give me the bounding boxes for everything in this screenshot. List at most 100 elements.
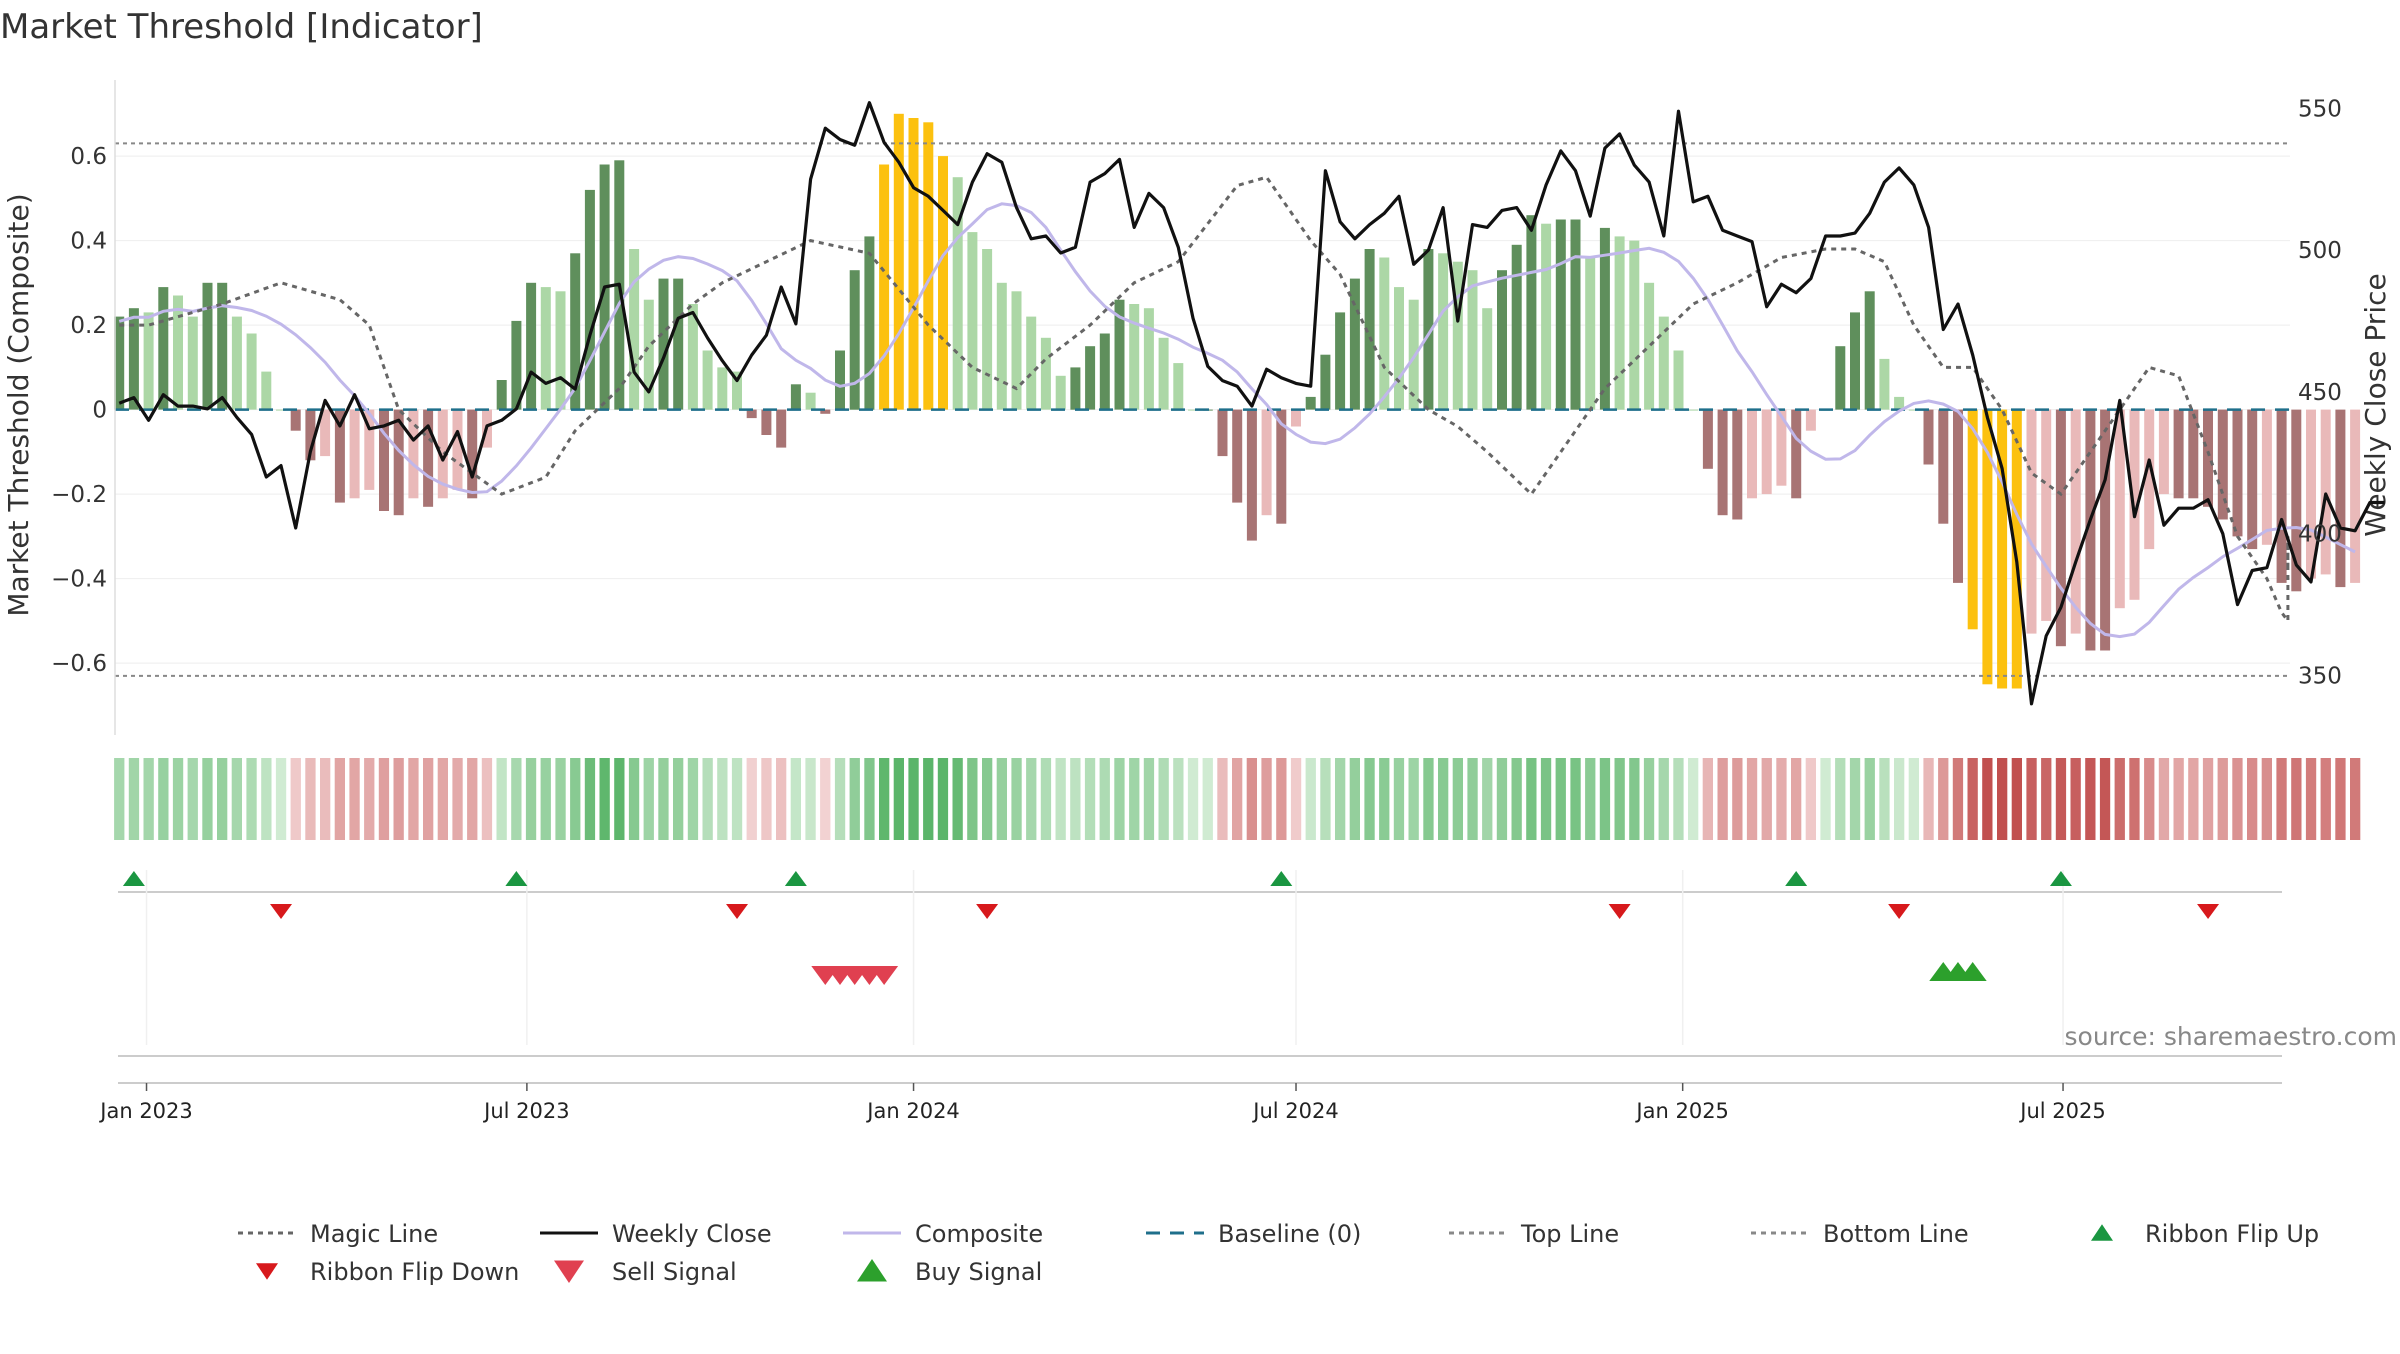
ribbon-cell bbox=[467, 758, 478, 840]
ribbon-cell bbox=[496, 758, 507, 840]
composite-bar bbox=[2070, 409, 2081, 634]
ribbon-cell bbox=[1276, 758, 1287, 840]
legend-swatch bbox=[857, 1259, 887, 1282]
legend-label: Composite bbox=[915, 1220, 1043, 1248]
ribbon-cell bbox=[261, 758, 272, 840]
composite-bar bbox=[555, 291, 566, 410]
composite-bar bbox=[982, 249, 993, 410]
ribbon-cell bbox=[408, 758, 419, 840]
composite-bar bbox=[820, 409, 831, 414]
ribbon-flip-down-marker bbox=[976, 904, 999, 919]
composite-bar bbox=[1467, 270, 1478, 410]
ribbon-flip-up-marker bbox=[505, 871, 528, 886]
legend-swatch bbox=[2091, 1224, 2113, 1241]
ribbon-strip bbox=[114, 758, 2361, 840]
ribbon-cell bbox=[525, 758, 537, 840]
ribbon-cell bbox=[599, 758, 610, 840]
composite-bar bbox=[114, 316, 125, 410]
ribbon-cell bbox=[731, 758, 743, 840]
composite-bar bbox=[2144, 409, 2155, 550]
ribbon-cell bbox=[1173, 758, 1184, 840]
composite-bar bbox=[673, 278, 684, 410]
ribbon-cell bbox=[2202, 758, 2214, 840]
composite-bar bbox=[1085, 346, 1096, 410]
weekly-close-line bbox=[118, 101, 2385, 706]
composite-bar bbox=[437, 409, 448, 499]
ribbon-cell bbox=[246, 758, 257, 840]
ribbon-cell bbox=[437, 758, 448, 840]
composite-bar bbox=[231, 316, 242, 410]
ribbon-cell bbox=[2144, 758, 2155, 840]
composite-bar bbox=[1967, 409, 1978, 630]
composite-bar bbox=[1158, 337, 1169, 410]
y2-tick-label: 500 bbox=[2298, 238, 2342, 264]
composite-bar bbox=[1555, 219, 1566, 410]
ribbon-cell bbox=[481, 758, 493, 840]
ribbon-cell bbox=[864, 758, 875, 840]
ribbon-cell bbox=[982, 758, 993, 840]
composite-bar bbox=[1644, 282, 1655, 410]
ribbon-cell bbox=[746, 758, 757, 840]
composite-bar bbox=[2026, 409, 2037, 634]
ribbon-cell bbox=[1423, 758, 1434, 840]
composite-bar bbox=[790, 384, 801, 410]
ribbon-cell bbox=[1482, 758, 1493, 840]
composite-bar bbox=[1232, 409, 1243, 503]
ribbon-cell bbox=[2335, 758, 2346, 840]
composite-bar bbox=[452, 409, 463, 490]
ribbon-cell bbox=[702, 758, 713, 840]
composite-bar bbox=[1129, 304, 1140, 410]
ribbon-cell bbox=[805, 758, 816, 840]
y-axis-label: Market Threshold (Composite) bbox=[2, 193, 35, 616]
ribbon-cell bbox=[1070, 758, 1081, 840]
composite-bar bbox=[805, 392, 816, 410]
ribbon-cell bbox=[2173, 758, 2184, 840]
composite-bar bbox=[334, 409, 345, 503]
composite-bar bbox=[967, 232, 978, 410]
composite-bar bbox=[1305, 396, 1316, 410]
composite-bar bbox=[1114, 299, 1125, 410]
ribbon-cell bbox=[1364, 758, 1375, 840]
y-tick-label: 0 bbox=[92, 398, 107, 424]
ribbon-cell bbox=[1349, 758, 1360, 840]
composite-bar bbox=[496, 380, 507, 410]
composite-bar bbox=[2350, 409, 2361, 583]
ribbon-flip-down-marker bbox=[1888, 904, 1911, 919]
ribbon-cell bbox=[1614, 758, 1625, 840]
composite-bar bbox=[511, 320, 522, 410]
ribbon-cell bbox=[1099, 758, 1110, 840]
ribbon-cell bbox=[717, 758, 728, 840]
ribbon-flip-up-marker bbox=[1270, 871, 1293, 886]
legend-label: Weekly Close bbox=[612, 1220, 772, 1248]
ribbon-cell bbox=[1290, 758, 1302, 840]
ribbon-cell bbox=[1452, 758, 1463, 840]
x-axis: Jan 2023 Jul 2023 Jan 2024 Jul 2024 Jan 2025… bbox=[98, 1082, 2282, 1123]
ribbon-cell bbox=[2247, 758, 2258, 840]
composite-bar bbox=[835, 350, 845, 410]
ribbon-cell bbox=[1526, 758, 1537, 840]
composite-bar bbox=[1717, 409, 1728, 516]
composite-bar bbox=[746, 409, 757, 419]
ribbon-cell bbox=[2350, 758, 2361, 840]
ribbon-cell bbox=[305, 758, 316, 840]
composite-bar bbox=[1791, 409, 1802, 499]
ribbon-cell bbox=[1570, 758, 1581, 840]
composite-bar bbox=[717, 367, 728, 410]
ribbon-cell bbox=[2070, 758, 2081, 840]
ribbon-cell bbox=[334, 758, 345, 840]
ribbon-cell bbox=[128, 758, 140, 840]
composite-bar bbox=[1805, 409, 1816, 431]
composite-bar bbox=[1747, 409, 1757, 499]
composite-bar bbox=[408, 409, 419, 499]
y-tick-label: 0.6 bbox=[70, 144, 107, 170]
signal-panel bbox=[118, 870, 2282, 1057]
ribbon-cell bbox=[790, 758, 801, 840]
ribbon-cell bbox=[879, 758, 890, 840]
composite-bar bbox=[584, 189, 595, 410]
ribbon-cell bbox=[1187, 758, 1199, 840]
composite-bar bbox=[1349, 278, 1360, 410]
composite-bar bbox=[1894, 396, 1905, 410]
composite-bar bbox=[1526, 215, 1537, 410]
legend-swatch bbox=[256, 1263, 278, 1280]
legend: Magic Line Weekly Close Composite Baseline … bbox=[238, 1220, 2319, 1286]
